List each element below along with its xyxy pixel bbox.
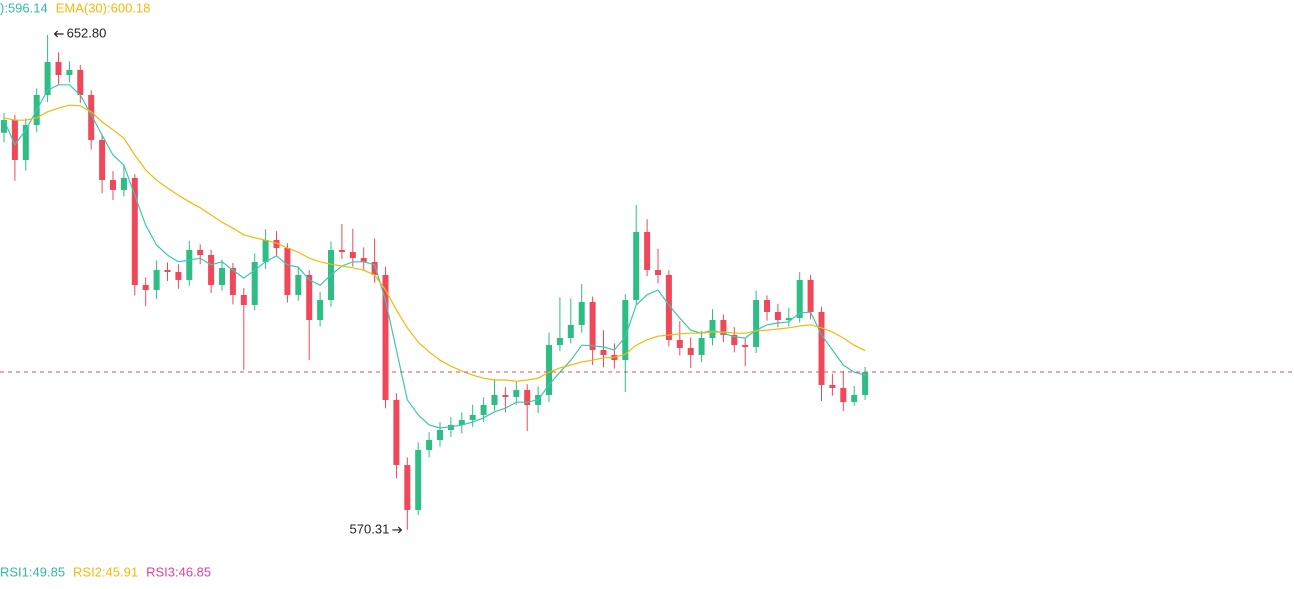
candle-body xyxy=(447,424,454,430)
candle-body xyxy=(88,94,95,140)
rsi-label: RSI3:46.85 xyxy=(146,564,211,579)
rsi-label: RSI2:45.91 xyxy=(73,564,138,579)
min-label: 570.31 xyxy=(350,521,390,536)
candle-body xyxy=(687,348,694,355)
candle-body xyxy=(480,405,487,415)
candle-body xyxy=(371,261,378,275)
candle-body xyxy=(589,301,596,350)
candle-body xyxy=(469,414,476,421)
candle-body xyxy=(862,372,869,395)
ema-line xyxy=(3,84,866,429)
candle-body xyxy=(273,240,280,248)
candle-body xyxy=(676,339,683,349)
candle-body xyxy=(785,318,792,320)
candle-body xyxy=(742,345,749,347)
candle-body xyxy=(338,249,345,253)
candle-body xyxy=(458,420,465,425)
indicator-label: EMA(30):600.18 xyxy=(56,0,151,15)
ema-line xyxy=(3,104,866,382)
candle-body xyxy=(513,390,520,397)
candle-body xyxy=(110,180,116,190)
candle-body xyxy=(665,274,672,340)
candle-body xyxy=(502,394,509,397)
candle-body xyxy=(709,319,716,338)
candle-body xyxy=(197,249,204,256)
candle-body xyxy=(99,139,106,181)
candle-body xyxy=(142,285,149,290)
candle-body xyxy=(153,270,160,290)
candle-body xyxy=(829,384,836,388)
candle-body xyxy=(229,267,236,295)
candle-body xyxy=(1,120,7,133)
candle-body xyxy=(655,270,661,275)
candle-body xyxy=(317,300,324,320)
rsi-label: RSI1:49.85 xyxy=(0,564,65,579)
candle-body xyxy=(644,231,651,271)
candle-body xyxy=(164,270,171,272)
candle-body xyxy=(600,349,607,355)
candle-body xyxy=(698,337,705,355)
candle-body xyxy=(796,279,803,319)
candle-body xyxy=(22,124,29,160)
candle-body xyxy=(55,61,62,76)
candle-body xyxy=(186,249,193,280)
max-label: 652.80 xyxy=(67,25,107,40)
candle-body xyxy=(44,61,51,95)
candle-body xyxy=(840,387,847,403)
candle-body xyxy=(393,399,400,466)
candle-body xyxy=(208,255,215,286)
candle-body xyxy=(306,274,313,320)
candle-body xyxy=(262,240,269,262)
candle-body xyxy=(764,300,770,313)
candle-body xyxy=(437,429,443,440)
candle-body xyxy=(219,267,225,286)
candle-body xyxy=(546,345,552,395)
candle-body xyxy=(66,69,73,76)
candle-body xyxy=(731,334,738,346)
candle-body xyxy=(524,390,531,406)
candle-body xyxy=(720,319,727,335)
max-arrow xyxy=(53,30,64,38)
candle-body xyxy=(131,177,138,286)
candle-body xyxy=(774,312,781,320)
indicator-label: ):596.14 xyxy=(0,0,48,15)
candle-body xyxy=(567,324,574,338)
candle-body xyxy=(818,312,825,385)
candle-body xyxy=(753,300,760,347)
candle-body xyxy=(578,301,585,325)
candle-body xyxy=(807,279,814,313)
candle-body xyxy=(175,271,182,280)
min-arrow xyxy=(392,526,403,534)
candle-body xyxy=(633,231,640,301)
candle-body xyxy=(251,261,258,305)
candle-body xyxy=(556,337,563,346)
candle-body xyxy=(240,294,247,305)
candle-body xyxy=(120,177,127,190)
candle-body xyxy=(349,252,356,259)
candle-body xyxy=(284,247,291,295)
candle-body xyxy=(77,69,84,95)
candle-body xyxy=(360,258,367,262)
candle-body xyxy=(295,274,302,295)
candle-body xyxy=(851,394,858,403)
candle-body xyxy=(11,120,18,160)
candle-body xyxy=(426,439,433,451)
candle-body xyxy=(404,465,411,511)
candle-body xyxy=(382,274,389,400)
candle-body xyxy=(415,450,422,511)
candle-body xyxy=(622,300,629,361)
candle-body xyxy=(491,394,498,406)
